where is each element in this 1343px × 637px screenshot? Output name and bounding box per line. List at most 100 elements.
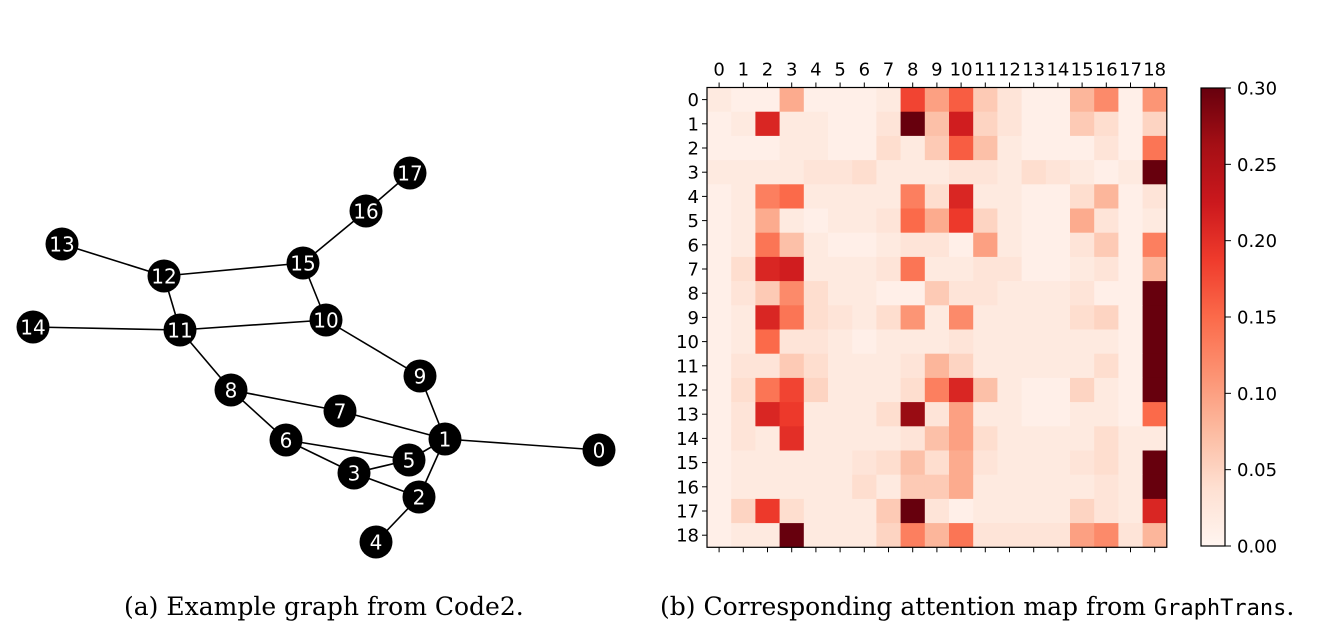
heatmap-cell-15-1 (731, 450, 756, 476)
x-tick-label-4: 4 (810, 60, 821, 81)
heatmap-cell-13-0 (707, 402, 732, 427)
heatmap-cell-2-17 (1118, 135, 1143, 161)
heatmap-cell-5-12 (997, 208, 1022, 234)
graph-edge-12-13 (61, 243, 165, 277)
heatmap-cell-17-0 (707, 498, 732, 524)
graph-node-4 (359, 525, 393, 559)
heatmap-cell-11-5 (828, 353, 853, 379)
y-tick-label-14: 14 (676, 429, 699, 450)
x-tick-label-18: 18 (1143, 60, 1166, 81)
y-tick-label-10: 10 (676, 332, 699, 353)
colorbar-tick-label-0.15: 0.15 (1237, 308, 1277, 329)
heatmap-cell-3-16 (1094, 160, 1119, 185)
heatmap-panel: 0 1 2 3 4 5 6 7 8 9 10 11 12 13 14 15 16 17 18012345678910… (676, 60, 1168, 553)
x-tick-label-9: 9 (931, 60, 942, 81)
heatmap-cell-17-7 (876, 498, 901, 524)
heatmap-cell-12-10 (949, 377, 974, 403)
heatmap-cell-10-9 (924, 329, 950, 355)
colorbar-panel: 0.00 0.05 0.10 0.15 0.20 0.25 0.30 (1200, 79, 1277, 558)
y-tick-label-15: 15 (676, 453, 699, 474)
heatmap-cell-16-1 (731, 474, 756, 500)
graph-node-8 (214, 373, 248, 407)
heatmap-cell-10-4 (803, 329, 829, 355)
graph-node-3 (337, 456, 371, 490)
heatmap-cell-16-18 (1142, 474, 1168, 500)
heatmap-cell-8-16 (1094, 281, 1119, 306)
heatmap-cell-8-17 (1118, 281, 1143, 306)
heatmap-cell-15-7 (876, 450, 901, 476)
graph-node-label-5: 5 (403, 449, 416, 473)
x-tick-label-5: 5 (834, 60, 845, 81)
heatmap-cell-6-4 (803, 232, 829, 258)
heatmap-cell-5-15 (1070, 208, 1095, 234)
heatmap-cell-11-8 (900, 353, 926, 379)
y-tick-label-17: 17 (676, 502, 699, 523)
graph-node-label-11: 11 (167, 319, 192, 343)
heatmap-cell-0-3 (779, 87, 805, 113)
heatmap-cell-4-15 (1070, 184, 1095, 209)
heatmap-cell-13-18 (1142, 402, 1168, 427)
graph-node-label-17: 17 (397, 162, 422, 186)
heatmap-cell-7-5 (828, 256, 853, 282)
y-tick-label-12: 12 (676, 381, 699, 402)
heatmap-cell-7-0 (707, 256, 732, 282)
heatmap-cell-10-2 (755, 329, 780, 355)
y-tick-label-2: 2 (688, 139, 699, 160)
graph-node-11 (163, 313, 197, 347)
heatmap-cell-17-5 (828, 498, 853, 524)
heatmap-cell-6-14 (1045, 232, 1071, 258)
heatmap-cell-12-13 (1021, 377, 1047, 403)
graph-edge-9-10 (325, 319, 421, 377)
heatmap-cell-4-18 (1142, 184, 1168, 209)
heatmap-cell-7-4 (803, 256, 829, 282)
graph-node-label-16: 16 (353, 200, 378, 224)
colorbar-tick-label-0.30: 0.30 (1237, 79, 1277, 100)
heatmap-cell-11-1 (731, 353, 756, 379)
graph-node-label-13: 13 (49, 233, 74, 257)
caption-b-suffix: . (1286, 592, 1295, 621)
heatmap-cell-1-1 (731, 111, 756, 137)
heatmap-cell-7-10 (949, 256, 974, 282)
x-tick-label-13: 13 (1022, 60, 1045, 81)
heatmap-cell-6-10 (949, 232, 974, 258)
heatmap-cell-8-2 (755, 281, 780, 306)
graph-node-label-9: 9 (414, 365, 427, 389)
heatmap-cell-17-13 (1021, 498, 1047, 524)
heatmap-cell-5-16 (1094, 208, 1119, 234)
heatmap-cell-5-5 (828, 208, 853, 234)
heatmap-cell-9-0 (707, 305, 732, 330)
heatmap-cell-6-1 (731, 232, 756, 258)
graph-node-7 (323, 394, 357, 428)
heatmap-cell-3-4 (803, 160, 829, 185)
heatmap-cell-16-10 (949, 474, 974, 500)
heatmap-cell-8-13 (1021, 281, 1047, 306)
heatmap-cell-10-5 (828, 329, 853, 355)
heatmap-cell-14-5 (828, 426, 853, 451)
graph-node-12 (147, 259, 181, 293)
graph-node-label-4: 4 (370, 531, 383, 555)
y-tick-label-0: 0 (688, 90, 699, 111)
heatmap-cell-17-16 (1094, 498, 1119, 524)
heatmap-cell-2-4 (803, 135, 829, 161)
heatmap-cell-15-12 (997, 450, 1022, 476)
heatmap-cell-2-8 (900, 135, 926, 161)
heatmap-cell-7-12 (997, 256, 1022, 282)
heatmap-cell-7-17 (1118, 256, 1143, 282)
heatmap-cell-2-10 (949, 135, 974, 161)
heatmap-cell-14-8 (900, 426, 926, 451)
caption-b-prefix: (b) Corresponding attention map from (660, 592, 1154, 621)
heatmap-cell-16-12 (997, 474, 1022, 500)
heatmap-cell-2-13 (1021, 135, 1047, 161)
heatmap-cell-6-17 (1118, 232, 1143, 258)
graph-node-13 (45, 227, 79, 261)
heatmap-cell-18-6 (852, 523, 877, 548)
heatmap-cell-10-13 (1021, 329, 1047, 355)
heatmap-cell-10-6 (852, 329, 877, 355)
heatmap-cell-8-0 (707, 281, 732, 306)
y-tick-label-5: 5 (688, 211, 699, 232)
heatmap-cell-9-12 (997, 305, 1022, 330)
heatmap-cell-0-6 (852, 87, 877, 113)
heatmap-cell-3-15 (1070, 160, 1095, 185)
y-tick-label-9: 9 (688, 308, 699, 329)
graph-node-10 (309, 303, 343, 337)
